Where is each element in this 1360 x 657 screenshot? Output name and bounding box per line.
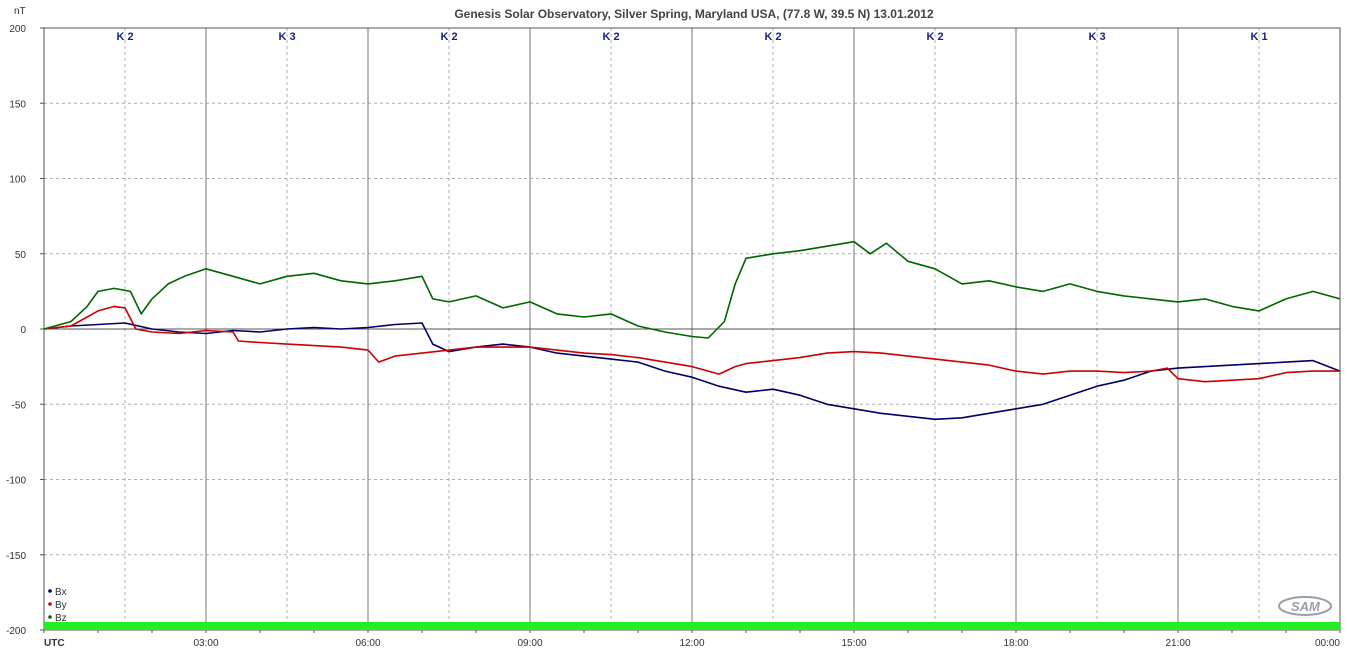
k-index-label: K 3 [1088, 31, 1105, 43]
status-bar [44, 622, 1340, 630]
legend-marker-by [48, 602, 52, 606]
k-index-label: K 1 [1250, 31, 1267, 43]
x-tick-label: 03:00 [193, 638, 218, 649]
series-by-line [43, 305, 1340, 383]
y-tick-label: -200 [6, 626, 26, 637]
y-tick-label: 150 [9, 99, 26, 110]
y-tick-label: -150 [6, 551, 26, 562]
x-tick-label: 06:00 [355, 638, 380, 649]
x-tick-label: 09:00 [517, 638, 542, 649]
y-tick-label: 50 [15, 250, 27, 261]
series-layer [43, 240, 1341, 421]
series-bx-line [43, 322, 1341, 421]
k-index-label: K 2 [116, 31, 133, 43]
legend: Bx By Bz [48, 587, 67, 624]
legend-label-bx: Bx [55, 587, 67, 598]
k-index-label: K 2 [764, 31, 781, 43]
sam-logo: SAM [1278, 596, 1332, 616]
series-bz-line [43, 240, 1341, 339]
legend-marker-bx [48, 589, 52, 593]
y-tick-label: -50 [12, 400, 27, 411]
legend-label-bz: Bz [55, 613, 67, 624]
x-tick-label: 18:00 [1003, 638, 1028, 649]
k-index-label: K 3 [278, 31, 295, 43]
x-tick-label: 21:00 [1165, 638, 1190, 649]
y-axis-ticks: 200 150 100 50 0 -50 -100 -150 -200 [6, 24, 44, 637]
y-tick-label: -100 [6, 476, 26, 487]
legend-label-by: By [55, 600, 67, 611]
k-index-labels: K 2 K 3 K 2 K 2 K 2 K 2 K 3 K 1 [116, 31, 1267, 43]
x-tick-label: 00:00 [1315, 638, 1340, 649]
k-index-label: K 2 [602, 31, 619, 43]
y-tick-label: 0 [20, 325, 26, 336]
y-tick-label: 100 [9, 175, 26, 186]
k-index-label: K 2 [926, 31, 943, 43]
sam-logo-text: SAM [1291, 599, 1321, 614]
legend-marker-bz [48, 615, 52, 619]
x-tick-label: UTC [44, 638, 65, 649]
y-axis-unit-label: nT [14, 6, 26, 17]
x-tick-label: 12:00 [679, 638, 704, 649]
y-tick-label: 200 [9, 24, 26, 35]
x-axis-ticks: UTC 03:00 06:00 09:00 12:00 15:00 18:00 21:00 00… [43, 630, 1341, 649]
major-gridlines [44, 28, 1340, 630]
chart-title: Genesis Solar Observatory, Silver Spring… [454, 7, 934, 21]
k-index-label: K 2 [440, 31, 457, 43]
x-tick-label: 15:00 [841, 638, 866, 649]
